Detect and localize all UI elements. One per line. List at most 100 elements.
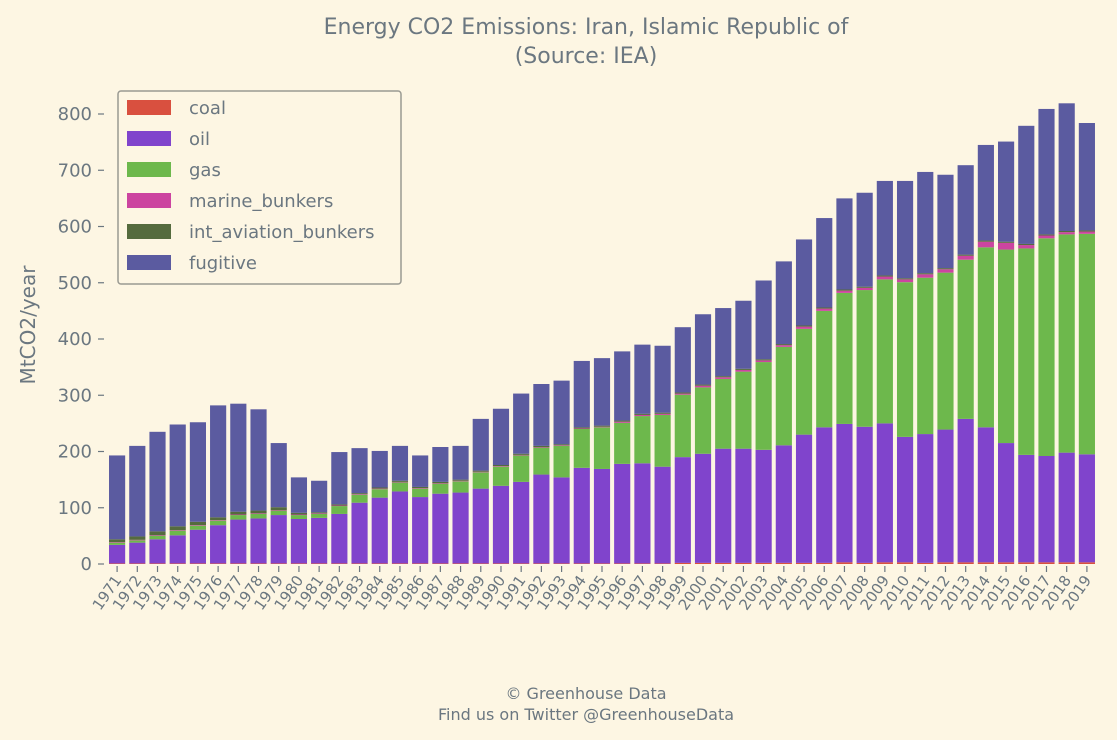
bar-segment-int_aviation_bunkers-2011 (917, 273, 934, 275)
bar-segment-marine_bunkers-1987 (432, 483, 449, 484)
legend-label-marine_bunkers: marine_bunkers (189, 191, 333, 212)
bar-segment-marine_bunkers-2005 (795, 326, 813, 329)
bar-segment-coal-1993 (553, 563, 570, 564)
x-axis: 1971197219731974197519761977197819791980… (89, 566, 1095, 614)
bar-segment-oil-1987 (432, 493, 449, 564)
bar-segment-fugitive-2001 (715, 308, 732, 377)
bar-segment-gas-1978 (250, 513, 267, 519)
bar-segment-fugitive-1983 (351, 448, 368, 494)
bar-segment-int_aviation_bunkers-1992 (533, 445, 550, 448)
bar-segment-oil-1979 (270, 515, 287, 564)
bar-segment-fugitive-2005 (795, 239, 813, 326)
bar-segment-coal-1984 (371, 563, 388, 564)
bar-segment-oil-2018 (1058, 452, 1075, 563)
bar-segment-coal-2001 (715, 562, 732, 565)
bar-segment-fugitive-1996 (614, 351, 631, 421)
bar-segment-oil-2011 (917, 434, 934, 563)
bar-segment-marine_bunkers-1991 (513, 454, 530, 456)
bar-segment-marine_bunkers-1975 (189, 525, 206, 526)
bar-segment-gas-2016 (1018, 248, 1035, 455)
bar-segment-coal-1999 (674, 562, 691, 565)
bar-segment-gas-1980 (290, 515, 308, 519)
bar-segment-marine_bunkers-1982 (331, 505, 348, 507)
bar-segment-fugitive-1974 (169, 424, 186, 527)
bar-segment-marine_bunkers-1992 (533, 447, 550, 448)
bar-segment-coal-1976 (210, 563, 227, 564)
bar-segment-gas-2001 (715, 378, 732, 449)
bar-segment-gas-1991 (513, 455, 530, 482)
bar-segment-marine_bunkers-2003 (755, 360, 772, 363)
bar-segment-oil-1971 (109, 544, 126, 564)
y-tick-label: 200 (58, 442, 92, 463)
bar-segment-marine_bunkers-2012 (937, 269, 954, 273)
bar-segment-int_aviation_bunkers-1981 (311, 512, 328, 514)
bar-segment-int_aviation_bunkers-1972 (129, 536, 146, 540)
bar-segment-fugitive-1979 (270, 443, 287, 508)
bar-segment-fugitive-1981 (311, 480, 328, 513)
bar-segment-gas-1996 (614, 422, 631, 464)
bar-segment-int_aviation_bunkers-2016 (1018, 243, 1035, 246)
bar-segment-int_aviation_bunkers-1980 (290, 512, 308, 515)
legend-swatch-marine_bunkers (127, 193, 171, 208)
bar-segment-marine_bunkers-1997 (634, 414, 651, 417)
bar-segment-int_aviation_bunkers-1987 (432, 481, 449, 484)
bar-segment-gas-1988 (452, 481, 469, 493)
bar-segment-coal-1990 (492, 563, 510, 564)
bar-segment-gas-1984 (371, 489, 388, 498)
bar-segment-oil-2012 (937, 429, 954, 563)
bar-segment-oil-1978 (250, 518, 267, 564)
bar-segment-marine_bunkers-1971 (109, 542, 126, 543)
bar-segment-coal-2000 (694, 562, 712, 565)
bar-segment-gas-2009 (876, 279, 893, 424)
bar-segment-oil-2002 (735, 448, 752, 563)
bar-segment-int_aviation_bunkers-2018 (1058, 231, 1075, 233)
bar-segment-oil-1984 (371, 497, 388, 564)
bar-segment-coal-1978 (250, 563, 267, 564)
bar-segment-int_aviation_bunkers-1998 (654, 412, 671, 414)
bar-segment-marine_bunkers-2015 (998, 242, 1015, 250)
bar-segment-coal-2003 (755, 562, 772, 565)
bar-segment-fugitive-2012 (937, 174, 954, 269)
bar-segment-coal-1996 (614, 563, 631, 564)
bar-segment-oil-2003 (755, 449, 772, 563)
bar-segment-coal-1973 (149, 563, 166, 564)
bar-segment-oil-1974 (169, 535, 186, 564)
bar-segment-gas-2012 (937, 272, 954, 430)
y-tick-label: 0 (81, 554, 92, 575)
bar-segment-gas-1998 (654, 414, 671, 467)
bar-segment-oil-2006 (816, 427, 833, 563)
bar-segment-int_aviation_bunkers-1989 (472, 470, 489, 472)
bar-segment-int_aviation_bunkers-2005 (795, 325, 813, 327)
bar-segment-coal-1989 (472, 563, 489, 564)
y-tick-label: 300 (58, 385, 92, 406)
bar-segment-coal-2008 (856, 562, 873, 565)
bar-segment-marine_bunkers-2019 (1078, 231, 1095, 234)
bar-segment-int_aviation_bunkers-1996 (614, 420, 631, 422)
bar-segment-fugitive-1988 (452, 445, 469, 480)
bar-segment-fugitive-1973 (149, 431, 166, 532)
legend-label-fugitive: fugitive (189, 253, 257, 274)
bar-segment-marine_bunkers-1983 (351, 494, 368, 495)
bar-segment-int_aviation_bunkers-1990 (492, 465, 510, 467)
bar-segment-fugitive-1976 (210, 405, 227, 518)
bar-segment-coal-2019 (1078, 562, 1095, 564)
bar-segment-coal-2004 (775, 562, 792, 565)
bar-segment-coal-1975 (189, 563, 206, 564)
bar-segment-coal-1994 (573, 563, 590, 564)
bar-segment-gas-1989 (472, 472, 489, 489)
bar-segment-int_aviation_bunkers-2013 (957, 254, 974, 256)
bar-segment-int_aviation_bunkers-2004 (775, 344, 792, 346)
bar-segment-marine_bunkers-1973 (149, 535, 166, 536)
bar-segment-coal-1992 (533, 563, 550, 564)
bar-segment-int_aviation_bunkers-1971 (109, 539, 126, 543)
bar-segment-fugitive-2002 (735, 300, 752, 369)
bar-segment-oil-2016 (1018, 454, 1035, 563)
bar-segment-gas-2013 (957, 259, 974, 419)
bar-segment-oil-1981 (311, 517, 328, 564)
bar-segment-coal-2017 (1038, 562, 1055, 564)
bar-segment-int_aviation_bunkers-2006 (816, 307, 833, 309)
footer-copyright: © Greenhouse Data (505, 684, 666, 703)
bar-segment-gas-1985 (391, 482, 409, 492)
legend-swatch-coal (127, 100, 171, 115)
legend: coal oil gas marine_bunkers int_aviation_bun… (117, 90, 402, 285)
